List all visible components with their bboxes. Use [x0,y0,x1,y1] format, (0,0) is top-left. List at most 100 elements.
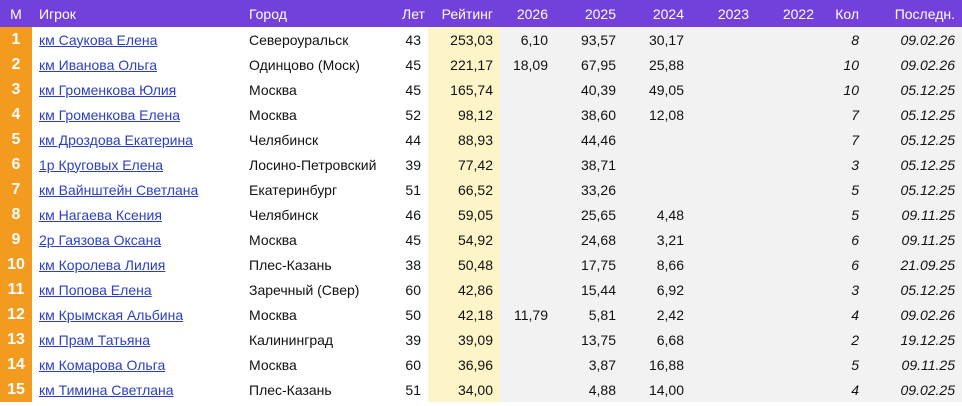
table-cell: 14,00 [623,377,691,402]
table-row: 1 км Саукова Елена Североуральск 43 253,03 6,… [0,27,962,52]
player-link[interactable]: км Громенкова Елена [39,106,180,123]
column-header[interactable]: Лет [395,0,428,27]
table-cell [691,352,756,377]
table-cell [623,152,691,177]
column-header[interactable]: 2024 [623,0,691,27]
player-link[interactable]: км Вайнштейн Светлана [39,181,199,198]
player-link[interactable]: км Крымская Альбина [39,306,184,323]
table-cell: 21.09.25 [866,252,962,277]
table-cell: 42,86 [428,277,500,302]
column-header[interactable]: Кол [821,0,866,27]
table-cell: 88,93 [428,127,500,152]
player-link[interactable]: км Дроздова Екатерина [39,131,193,148]
table-cell [691,102,756,127]
player-link[interactable]: 2р Гаязова Оксана [39,231,162,248]
table-cell: 24,68 [555,227,623,252]
table-cell: 6,68 [623,327,691,352]
table-cell: Москва [249,106,297,123]
table-cell: Москва [249,81,297,98]
table-cell: 3 [0,77,32,102]
table-cell: Челябинск [249,131,319,148]
table-cell [756,52,821,77]
table-cell: 51 [405,181,421,198]
column-header[interactable]: Игрок [32,0,242,27]
column-header[interactable]: 2026 [500,0,555,27]
table-cell: 11,79 [500,302,555,327]
table-cell [756,227,821,252]
column-header[interactable]: Рейтинг [428,0,500,27]
table-cell [500,127,555,152]
table-cell: 8 [0,202,32,227]
column-header[interactable]: М [0,0,32,27]
table-cell: 44 [405,131,421,148]
table-cell: 5 [821,177,866,202]
table-cell [691,252,756,277]
player-link[interactable]: км Прам Татьяна [39,331,150,348]
table-cell [691,77,756,102]
table-cell: 3 [821,152,866,177]
table-cell: 44,46 [555,127,623,152]
table-cell: 49,05 [623,77,691,102]
table-cell: Североуральск [249,31,349,48]
table-cell [691,377,756,402]
player-link[interactable]: км Саукова Елена [39,31,158,48]
table-cell: 98,12 [428,102,500,127]
column-header[interactable]: 2025 [555,0,623,27]
table-cell [500,327,555,352]
player-link[interactable]: км Тимина Светлана [39,381,174,398]
table-cell: 8 [821,27,866,52]
table-cell: 15,44 [555,277,623,302]
table-cell: Одинцово (Моск) [249,56,360,73]
table-cell: 50,48 [428,252,500,277]
table-row: 5 км Дроздова Екатерина Челябинск 44 88,93 44… [0,127,962,152]
table-cell: Москва [249,306,297,323]
column-header[interactable]: Последн. [866,0,962,27]
table-cell [691,202,756,227]
table-cell: 2,42 [623,302,691,327]
table-cell [691,227,756,252]
player-link[interactable]: км Комарова Ольга [39,356,166,373]
player-link[interactable]: км Иванова Ольга [39,56,158,73]
table-row: 12 км Крымская Альбина Москва 50 42,18 11,79 5… [0,302,962,327]
table-cell: Заречный (Свер) [249,281,360,298]
table-cell: 05.12.25 [866,77,962,102]
column-header[interactable]: 2023 [691,0,756,27]
table-cell: 05.12.25 [866,102,962,127]
table-cell: 3 [821,277,866,302]
table-cell [500,202,555,227]
table-cell: 39,09 [428,327,500,352]
table-cell [756,302,821,327]
table-cell [756,102,821,127]
table-cell [691,277,756,302]
table-cell: 60 [405,281,421,298]
table-cell: 3,21 [623,227,691,252]
table-cell [756,177,821,202]
table-cell: 19.12.25 [866,327,962,352]
table-cell: 39 [405,156,421,173]
column-header[interactable]: Город [242,0,395,27]
table-cell: 13 [0,327,32,352]
table-cell [756,352,821,377]
table-cell [500,252,555,277]
table-cell: 6 [821,227,866,252]
table-cell: Калининград [249,331,334,348]
player-link[interactable]: км Нагаева Ксения [39,206,162,223]
player-link[interactable]: 1р Круговых Елена [39,156,164,173]
table-cell [500,77,555,102]
player-link[interactable]: км Громенкова Юлия [39,81,177,98]
table-cell: 45 [405,56,421,73]
table-cell: 16,88 [623,352,691,377]
table-cell: 09.02.26 [866,302,962,327]
table-row: 3 км Громенкова Юлия Москва 45 165,74 40,39 49… [0,77,962,102]
player-link[interactable]: км Попова Елена [39,281,152,298]
table-cell [623,127,691,152]
table-cell: Екатеринбург [249,181,338,198]
column-header[interactable]: 2022 [756,0,821,27]
player-link[interactable]: км Королева Лилия [39,256,166,273]
table-cell: 50 [405,306,421,323]
table-cell: 1 [0,27,32,52]
table-cell: 25,88 [623,52,691,77]
table-cell [756,27,821,52]
table-cell: 25,65 [555,202,623,227]
table-cell: 05.12.25 [866,127,962,152]
